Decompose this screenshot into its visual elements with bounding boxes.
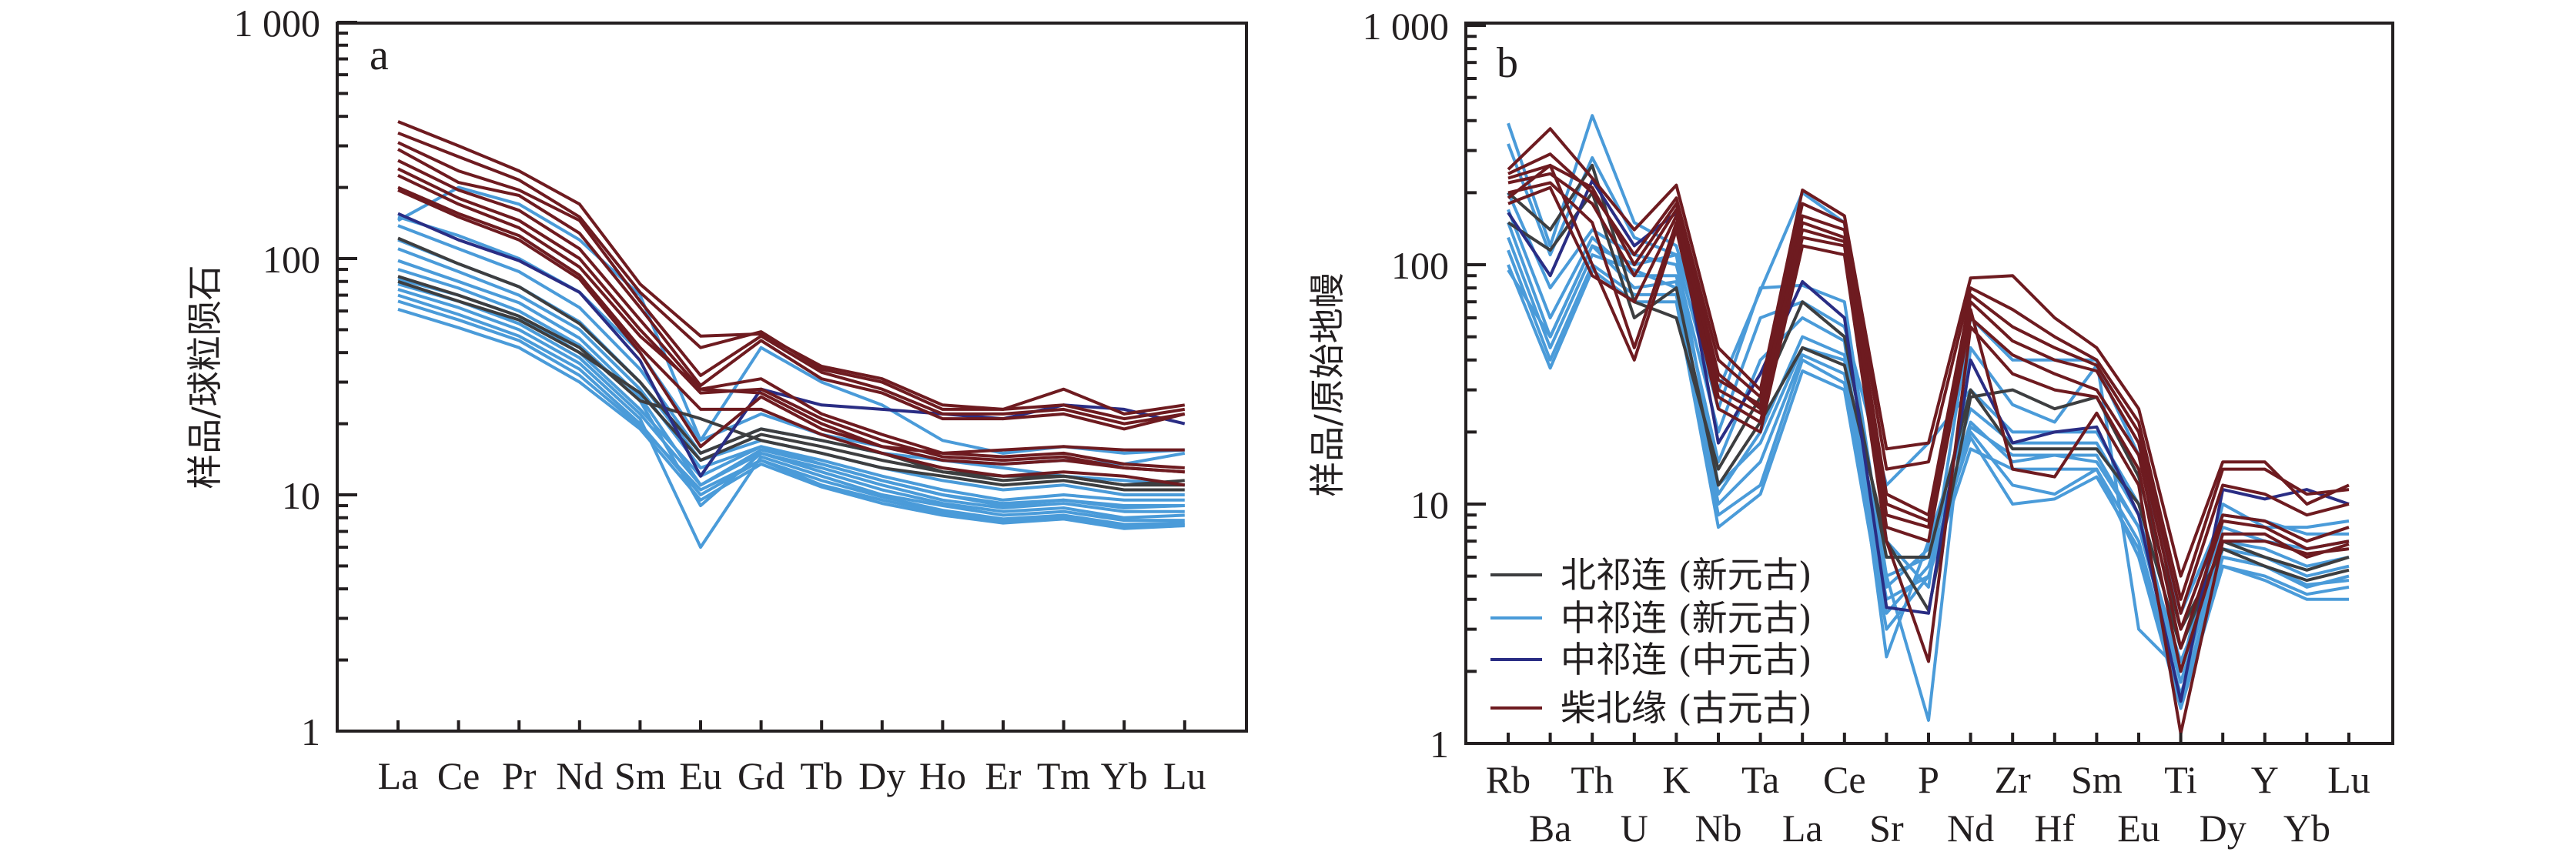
x-tick-label-zr: Zr xyxy=(1995,758,2032,801)
series-line-north-qilian-neo-12 xyxy=(397,279,1185,487)
y-tick-label: 1 xyxy=(301,710,320,753)
panel-b-label: b xyxy=(1497,39,1518,87)
series-line-central-qilian-neo-19 xyxy=(397,268,1185,513)
panel-a-series-group xyxy=(397,120,1186,549)
series-line-north-qaidam-paleo-4 xyxy=(397,159,1185,469)
series-line-north-qaidam-paleo-5 xyxy=(397,167,1185,474)
series-line-north-qaidam-paleo-4 xyxy=(1507,181,2350,650)
series-line-north-qaidam-paleo-2 xyxy=(397,141,1186,426)
x-tick-label-p: P xyxy=(1918,758,1939,801)
y-tick-label: 100 xyxy=(1391,244,1449,287)
legend-item-central-qilian-meso: 中祁连 (中元古) xyxy=(1490,639,1812,680)
series-line-central-qilian-neo-18 xyxy=(1507,244,2350,663)
x-tick-label-ce: Ce xyxy=(1823,758,1866,801)
series-line-central-qilian-neo-15 xyxy=(397,224,1186,466)
x-tick-label-eu: Eu xyxy=(2117,807,2160,850)
x-tick-label-hf: Hf xyxy=(2034,807,2075,850)
series-line-north-qaidam-paleo-1 xyxy=(1507,152,2350,601)
x-tick-label-ta: Ta xyxy=(1741,758,1779,801)
x-tick-label-th: Th xyxy=(1571,758,1614,801)
series-line-north-qaidam-paleo-6 xyxy=(397,174,1185,474)
series-line-north-qaidam-paleo-1 xyxy=(397,131,1186,421)
x-tick-label-yb: Yb xyxy=(2283,807,2330,850)
series-line-north-qilian-neo-11 xyxy=(397,275,1185,492)
series-line-north-qaidam-paleo-3 xyxy=(397,148,1186,431)
series-line-north-qaidam-paleo-5 xyxy=(1507,163,2350,673)
legend: 北祁连 (新元古) 中祁连 (新元古) 中祁连 (中元古) 柴北缘 (古元古) xyxy=(1490,554,1812,729)
x-tick-label-sm: Sm xyxy=(614,754,666,797)
legend-item-north-qaidam-paleo: 柴北缘 (古元古) xyxy=(1490,687,1812,729)
panel-a-label: a xyxy=(370,32,389,79)
legend-label-central-qilian-meso: 中祁连 (中元古) xyxy=(1561,639,1812,680)
x-tick-label-u: U xyxy=(1621,807,1648,850)
x-tick-label-eu: Eu xyxy=(679,754,722,797)
series-line-north-qaidam-paleo-7 xyxy=(397,185,1186,487)
series-line-central-qilian-neo-25 xyxy=(397,307,1185,530)
x-tick-label-rb: Rb xyxy=(1486,758,1531,801)
legend-label-central-qilian-neo: 中祁连 (新元古) xyxy=(1561,597,1812,639)
panel-b-y-axis-title: 样品/原始地幔 xyxy=(1306,272,1348,497)
panel-b-series-group xyxy=(1507,114,2350,736)
legend-label-north-qaidam-paleo: 柴北缘 (古元古) xyxy=(1561,687,1812,729)
series-line-central-qilian-neo-22 xyxy=(397,288,1185,549)
x-tick-label-la: La xyxy=(1782,807,1823,850)
x-tick-label-k: K xyxy=(1662,758,1690,801)
x-tick-label-ti: Ti xyxy=(2164,758,2197,801)
x-tick-label-lu: Lu xyxy=(1163,754,1206,797)
y-tick-label: 10 xyxy=(1410,483,1449,526)
panel-a-x-axis: La Ce Pr Nd Sm Eu Gd Tb Dy Ho Er Tm Yb Lu xyxy=(378,720,1206,797)
legend-label-north-qilian-neo: 北祁连 (新元古) xyxy=(1561,554,1812,596)
series-line-north-qaidam-paleo-8 xyxy=(397,189,1185,455)
series-line-north-qaidam-paleo-6 xyxy=(1507,185,2350,736)
series-line-north-qaidam-paleo-0 xyxy=(397,120,1186,416)
y-tick-label: 10 xyxy=(282,474,320,517)
x-tick-label-sm: Sm xyxy=(2071,758,2123,801)
series-line-central-qilian-neo-17 xyxy=(397,247,1185,502)
x-tick-label-nd: Nd xyxy=(1947,807,1994,850)
x-tick-label-ho: Ho xyxy=(919,754,966,797)
x-tick-label-ce: Ce xyxy=(437,754,480,797)
legend-item-north-qilian-neo: 北祁连 (新元古) xyxy=(1490,554,1812,596)
series-line-central-qilian-neo-21 xyxy=(397,282,1185,519)
series-line-central-qilian-meso-9 xyxy=(397,212,1186,478)
panel-a-frame xyxy=(336,22,1248,733)
x-tick-label-tb: Tb xyxy=(800,754,843,797)
series-line-north-qaidam-paleo-3 xyxy=(1507,172,2350,631)
y-tick-label: 1 000 xyxy=(1363,5,1450,48)
x-tick-label-nb: Nb xyxy=(1694,807,1741,850)
x-tick-label-tm: Tm xyxy=(1037,754,1091,797)
x-tick-label-y: Y xyxy=(2251,758,2279,801)
x-tick-label-lu: Lu xyxy=(2327,758,2370,801)
x-tick-label-er: Er xyxy=(985,754,1022,797)
x-tick-label-pr: Pr xyxy=(502,754,537,797)
y-tick-label: 1 000 xyxy=(234,2,321,45)
x-tick-label-dy: Dy xyxy=(2200,807,2246,850)
y-tick-label: 1 xyxy=(1430,723,1449,766)
x-tick-label-nd: Nd xyxy=(556,754,603,797)
panel-a-y-axis-title: 样品/球粒陨石 xyxy=(184,265,226,489)
series-line-north-qaidam-paleo-0 xyxy=(1507,127,2350,578)
x-tick-label-dy: Dy xyxy=(858,754,905,797)
x-tick-label-yb: Yb xyxy=(1101,754,1148,797)
y-tick-label: 100 xyxy=(263,238,320,281)
legend-item-central-qilian-neo: 中祁连 (新元古) xyxy=(1490,597,1812,639)
x-tick-label-gd: Gd xyxy=(738,754,785,797)
panel-b-y-axis: 1 10 100 1 000 xyxy=(1363,5,1486,766)
x-tick-label-ba: Ba xyxy=(1529,807,1572,850)
panel-a-chondrite-ree: 1 10 100 1 000 La Ce Pr Nd Sm Eu Gd Tb Dy Ho Er Tm Yb Lu… xyxy=(184,2,1248,797)
series-line-central-qilian-neo-23 xyxy=(397,293,1185,526)
x-tick-label-la: La xyxy=(378,754,419,797)
panel-a-y-axis: 1 10 100 1 000 xyxy=(234,2,357,753)
x-tick-label-sr: Sr xyxy=(1869,807,1904,850)
